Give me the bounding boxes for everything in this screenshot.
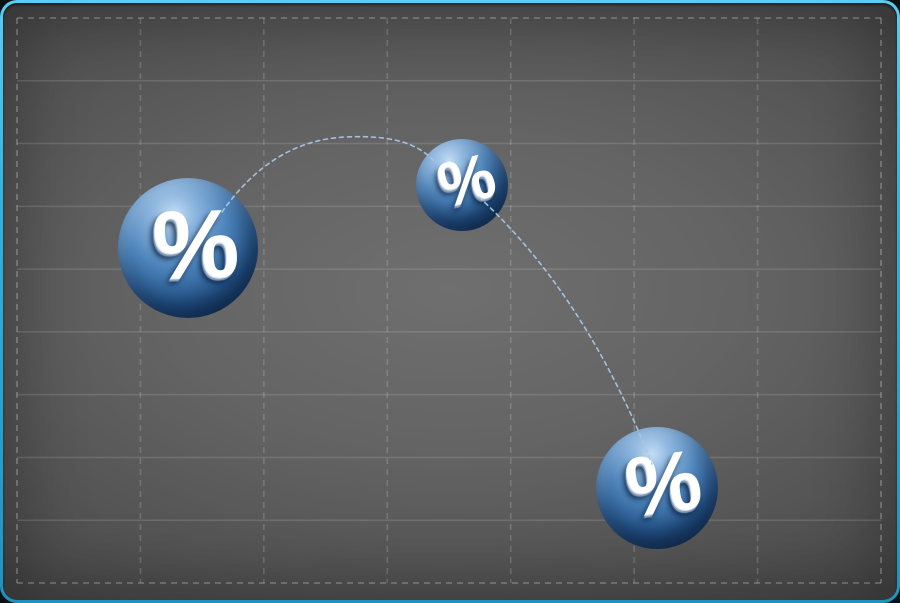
plot-area: %%%	[3, 3, 897, 600]
grid-lines	[16, 17, 882, 584]
